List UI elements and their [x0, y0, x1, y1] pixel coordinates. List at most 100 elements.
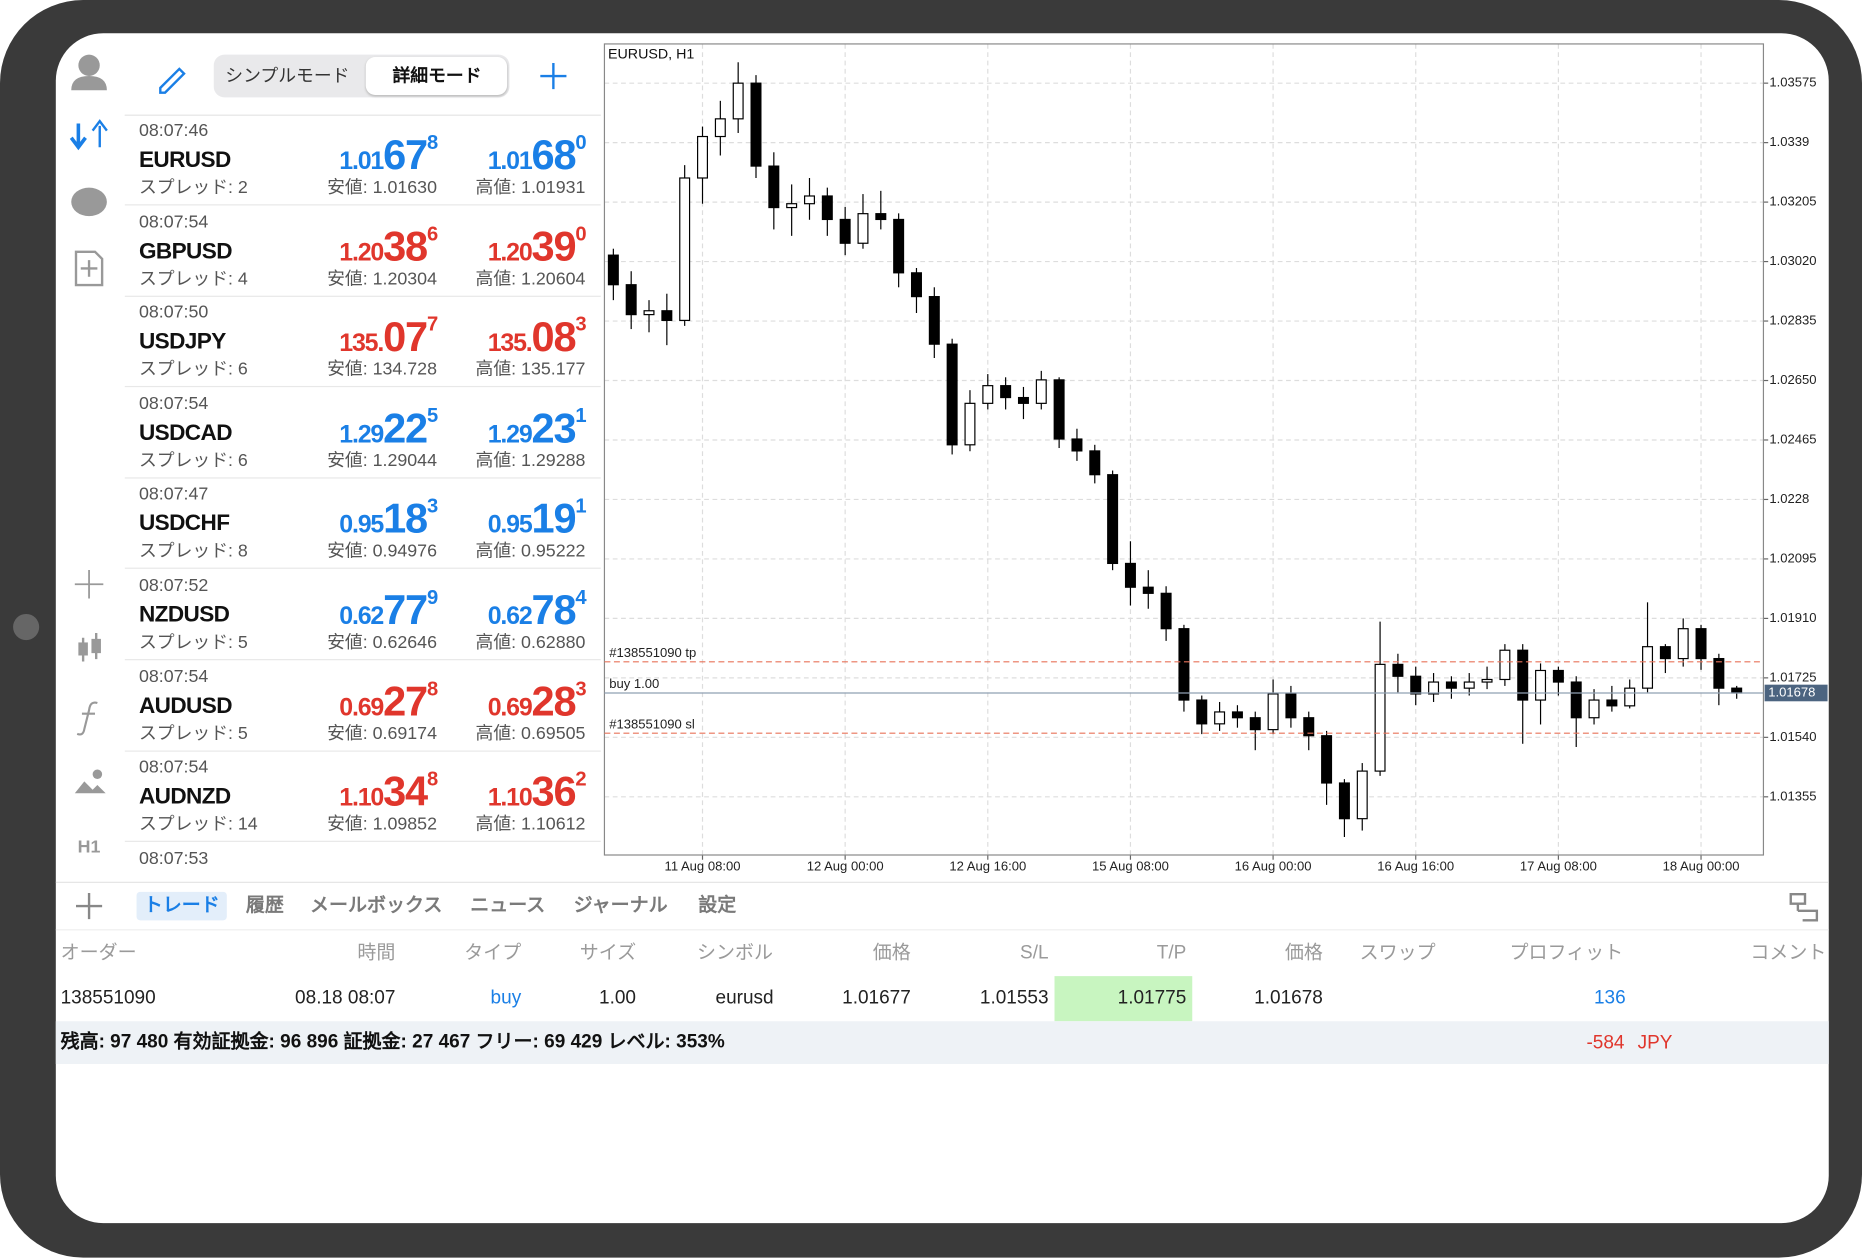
tab[interactable]: ニュース — [470, 895, 546, 916]
price-big: 08 — [531, 314, 577, 361]
quote-bid[interactable]: 1.10348 — [339, 769, 438, 813]
price-big: 23 — [531, 405, 577, 452]
doc-icon[interactable] — [74, 250, 104, 287]
price-big: 19 — [531, 496, 577, 543]
quote-bid[interactable]: 1.20386 — [339, 223, 438, 267]
y-tick-label: 1.02095 — [1769, 550, 1816, 565]
candle-body — [1285, 693, 1297, 719]
quote-symbol[interactable]: AUDNZD — [138, 784, 231, 810]
td[interactable]: 1.00 — [599, 988, 636, 1009]
candle-body — [1517, 649, 1529, 701]
td[interactable]: 1.01677 — [842, 988, 911, 1009]
price-pre: 135. — [339, 329, 384, 358]
candle-body — [679, 177, 691, 321]
layout-icon[interactable] — [1789, 893, 1819, 922]
trade-icon[interactable] — [69, 123, 87, 151]
candle-body — [1196, 699, 1208, 725]
quote-symbol[interactable]: USDCHF — [138, 511, 230, 537]
td[interactable]: 136 — [1593, 988, 1626, 1009]
add-icon[interactable] — [540, 62, 567, 90]
candle-body — [875, 213, 887, 221]
quote-symbol[interactable]: USDJPY — [138, 329, 226, 355]
price-pre: 135. — [487, 329, 533, 358]
tab[interactable]: 履歴 — [245, 895, 284, 916]
quote-bid[interactable]: 0.69278 — [339, 678, 438, 722]
chat-icon[interactable] — [71, 187, 107, 217]
candle-body — [910, 272, 922, 298]
level-label: #138551090 sl — [609, 716, 695, 731]
mode-detail[interactable]: 詳細モード — [392, 65, 482, 87]
quote-ask[interactable]: 0.69283 — [488, 678, 587, 722]
candle-body — [1124, 562, 1136, 588]
quote-bid[interactable]: 0.62779 — [339, 587, 438, 631]
th: コメント — [1750, 942, 1827, 964]
tab[interactable]: メールボックス — [309, 895, 443, 916]
td[interactable]: buy — [490, 988, 522, 1009]
candle-body — [661, 310, 673, 321]
account-icon[interactable] — [78, 54, 100, 76]
quote-symbol[interactable]: EURUSD — [138, 147, 231, 173]
quote-time: 08:07:53 — [138, 848, 209, 869]
quote-ask[interactable]: 135.083 — [487, 314, 587, 361]
candle-icon-body — [91, 638, 101, 654]
candle-body — [1089, 450, 1101, 476]
quote-ask[interactable]: 0.62784 — [488, 587, 587, 634]
quote-symbol[interactable]: GBPUSD — [138, 238, 233, 264]
price-pre: 0.95 — [487, 511, 533, 539]
quote-divider — [124, 204, 601, 206]
object-icon[interactable] — [74, 781, 106, 794]
price-big: 78 — [531, 587, 577, 634]
quote-high: 高値: 1.01931 — [475, 177, 586, 198]
quote-symbol[interactable]: NZDUSD — [138, 602, 230, 628]
camera — [13, 613, 40, 641]
summary-bar — [55, 1021, 1829, 1064]
edit-icon[interactable] — [159, 67, 186, 94]
td[interactable]: 1.01775 — [1117, 988, 1187, 1009]
quote-ask[interactable]: 1.10362 — [488, 769, 587, 813]
th: S/L — [1020, 942, 1049, 964]
tab[interactable]: 設定 — [698, 895, 737, 916]
quote-high: 高値: 1.10612 — [475, 814, 586, 835]
quote-time: 08:07:54 — [138, 393, 209, 414]
timeframe[interactable]: H1 — [78, 837, 101, 857]
quote-bid[interactable]: 135.077 — [339, 314, 438, 358]
quote-ask[interactable]: 0.95191 — [487, 496, 587, 543]
quote-symbol[interactable]: AUDUSD — [138, 693, 233, 719]
td[interactable]: 08.18 08:07 — [295, 988, 396, 1009]
function-icon[interactable] — [76, 701, 98, 736]
crosshair-icon[interactable] — [74, 570, 104, 599]
candle-body — [1535, 669, 1547, 701]
quote-ask[interactable]: 1.01680 — [488, 132, 587, 176]
quote-bid[interactable]: 1.29225 — [339, 405, 438, 449]
tab[interactable]: ジャーナル — [573, 895, 668, 916]
td[interactable]: 1.01678 — [1254, 988, 1323, 1009]
candle-body — [1338, 782, 1350, 820]
quote-ask[interactable]: 1.29231 — [488, 405, 587, 452]
price-sup: 3 — [575, 313, 586, 336]
price-sup: 3 — [426, 495, 438, 518]
td[interactable]: eurusd — [715, 988, 774, 1009]
summary-currency: JPY — [1637, 1033, 1673, 1054]
candle-body — [607, 254, 619, 286]
price-pre: 1.01 — [339, 147, 384, 176]
price-sup: 2 — [575, 767, 586, 791]
quote-bid[interactable]: 1.01678 — [339, 132, 438, 176]
add-tab-icon[interactable] — [76, 893, 103, 920]
quote-symbol[interactable]: USDCAD — [138, 420, 233, 446]
candle-body — [1000, 385, 1012, 399]
y-tick-label: 1.03205 — [1769, 194, 1816, 209]
td[interactable]: 138551090 — [60, 988, 156, 1009]
price-sup: 1 — [575, 495, 586, 518]
candle-body — [1695, 628, 1707, 660]
td[interactable]: 1.01553 — [979, 988, 1049, 1009]
candle-body — [803, 195, 815, 205]
quote-ask[interactable]: 1.20390 — [487, 223, 587, 267]
quote-time: 08:07:54 — [138, 757, 209, 778]
tab[interactable]: トレード — [136, 891, 227, 921]
price-pre: 1.20 — [487, 238, 533, 267]
quote-bid[interactable]: 0.95183 — [339, 496, 438, 540]
mode-simple[interactable]: シンプルモード — [225, 65, 350, 87]
